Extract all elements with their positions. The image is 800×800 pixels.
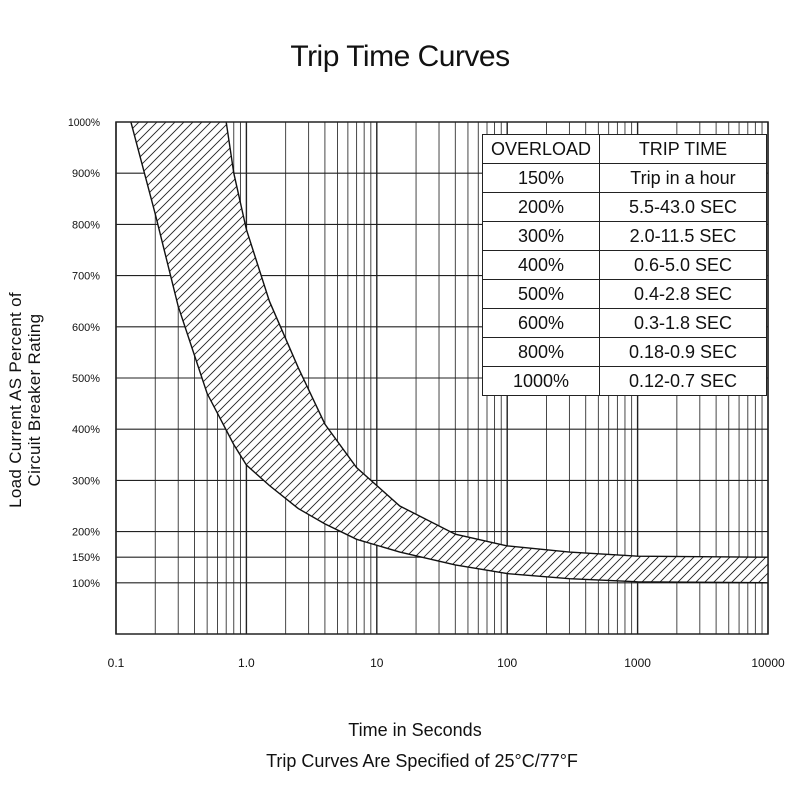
table-cell-trip-time: Trip in a hour	[599, 163, 767, 193]
table-cell-trip-time: 2.0-11.5 SEC	[599, 221, 767, 251]
table-cell-overload: 600%	[482, 308, 600, 338]
y-tick-label: 100%	[72, 578, 100, 590]
table-header-overload: OVERLOAD	[482, 134, 600, 164]
x-tick-label: 100	[497, 656, 517, 670]
max-trip-curve	[225, 122, 768, 558]
table-row: 400% 0.6-5.0 SEC	[482, 250, 767, 280]
y-tick-label: 700%	[72, 271, 100, 283]
table-row: 500% 0.4-2.8 SEC	[482, 279, 767, 309]
table-cell-overload: 500%	[482, 279, 600, 309]
y-tick-label: 600%	[72, 322, 100, 334]
table-row: 150% Trip in a hour	[482, 163, 767, 193]
table-header-row: OVERLOAD TRIP TIME	[482, 134, 767, 164]
table-cell-overload: 150%	[482, 163, 600, 193]
table-cell-trip-time: 5.5-43.0 SEC	[599, 192, 767, 222]
plot-frame	[115, 121, 769, 635]
temperature-note: Trip Curves Are Specified of 25°C/77°F	[266, 751, 578, 771]
y-tick-label: 150%	[72, 552, 100, 564]
x-axis-label: Time in Seconds	[348, 720, 482, 740]
table-cell-overload: 200%	[482, 192, 600, 222]
trip-curves	[130, 122, 768, 584]
trip-time-table: OVERLOAD TRIP TIME 150% Trip in a hour 20…	[482, 134, 767, 396]
x-tick-label: 1000	[624, 656, 651, 670]
chart-title: Trip Time Curves	[290, 40, 510, 73]
trip-band-area	[130, 122, 768, 583]
table-header-trip-time: TRIP TIME	[599, 134, 767, 164]
table-cell-trip-time: 0.18-0.9 SEC	[599, 337, 767, 367]
trip-band	[130, 122, 768, 583]
table-cell-overload: 400%	[482, 250, 600, 280]
y-tick-label: 200%	[72, 527, 100, 539]
table-row: 800% 0.18-0.9 SEC	[482, 337, 767, 367]
x-tick-label: 0.1	[108, 656, 125, 670]
y-tick-label: 1000%	[68, 117, 100, 129]
y-tick-labels: 100% 150% 200% 300% 400% 500% 600% 700% 800% 900%…	[68, 117, 100, 590]
table-cell-trip-time: 0.4-2.8 SEC	[599, 279, 767, 309]
y-tick-label: 500%	[72, 373, 100, 385]
x-tick-labels: 0.1 1.0 10 100 1000 10000	[108, 656, 785, 670]
table-cell-trip-time: 0.12-0.7 SEC	[599, 366, 767, 396]
table-cell-trip-time: 0.3-1.8 SEC	[599, 308, 767, 338]
table-row: 600% 0.3-1.8 SEC	[482, 308, 767, 338]
table-row: 200% 5.5-43.0 SEC	[482, 192, 767, 222]
table-row: 300% 2.0-11.5 SEC	[482, 221, 767, 251]
table-row: 1000% 0.12-0.7 SEC	[482, 366, 767, 396]
y-tick-label: 900%	[72, 168, 100, 180]
table-cell-trip-time: 0.6-5.0 SEC	[599, 250, 767, 280]
y-tick-label: 300%	[72, 475, 100, 487]
table-cell-overload: 800%	[482, 337, 600, 367]
min-trip-curve	[130, 122, 768, 584]
y-tick-label: 400%	[72, 424, 100, 436]
x-tick-label: 10000	[751, 656, 785, 670]
table-cell-overload: 300%	[482, 221, 600, 251]
x-tick-label: 1.0	[238, 656, 255, 670]
table-cell-overload: 1000%	[482, 366, 600, 396]
y-tick-label: 800%	[72, 219, 100, 231]
x-tick-label: 10	[370, 656, 384, 670]
